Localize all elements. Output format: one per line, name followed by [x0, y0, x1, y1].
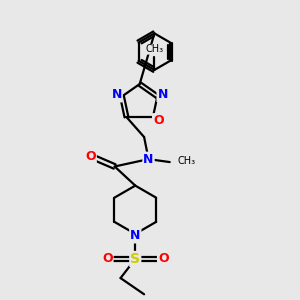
Text: N: N [130, 230, 140, 242]
Text: CH₃: CH₃ [146, 44, 164, 54]
Text: O: O [85, 150, 96, 163]
Text: CH₃: CH₃ [178, 156, 196, 166]
Text: N: N [143, 153, 154, 166]
Text: O: O [102, 252, 112, 266]
Text: O: O [158, 252, 169, 266]
Text: S: S [130, 252, 140, 266]
Text: O: O [153, 114, 164, 127]
Text: N: N [112, 88, 122, 101]
Text: N: N [158, 88, 168, 101]
